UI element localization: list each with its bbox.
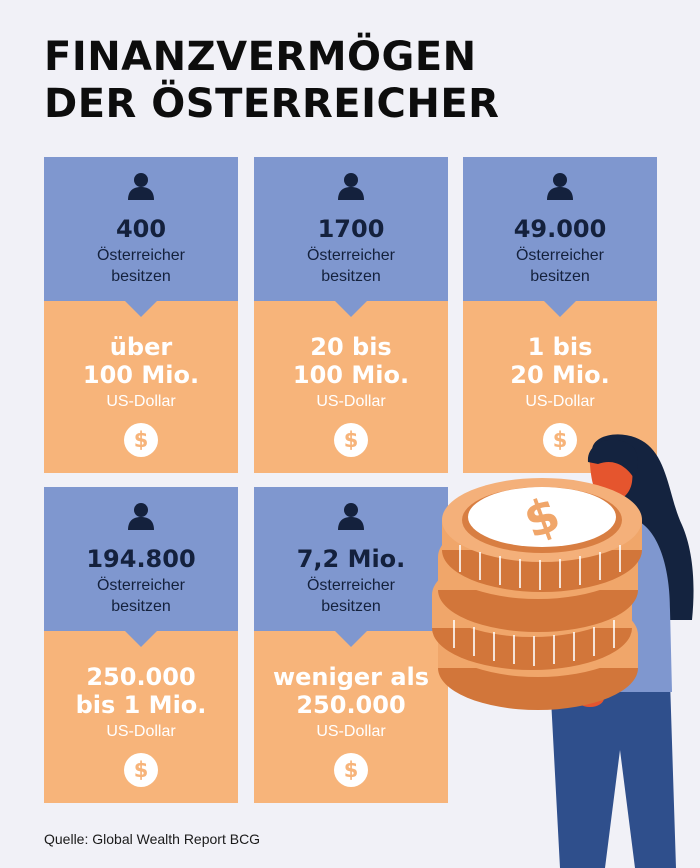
owner-description: Österreicher besitzen <box>44 245 238 287</box>
coin-stack: $ <box>432 478 642 710</box>
card-pointer <box>334 630 368 647</box>
hair-front <box>587 439 638 478</box>
title-line-2: DER ÖSTERREICHER <box>44 81 500 127</box>
amount-line-2: bis 1 Mio. <box>75 691 207 719</box>
card-pointer <box>334 300 368 317</box>
amount-line-2: 250.000 <box>296 691 406 719</box>
amount-line-1: über <box>109 333 173 361</box>
currency-unit: US-Dollar <box>106 723 176 740</box>
owner-verb: besitzen <box>111 598 171 615</box>
wealth-amount: 20 bis 100 Mio. <box>254 333 448 389</box>
amount-line-1: 1 bis <box>527 333 593 361</box>
card-bottom: weniger als 250.000 US-Dollar $ <box>254 631 448 803</box>
card-top: 1700 Österreicher besitzen <box>254 157 448 301</box>
amount-line-1: 250.000 <box>86 663 196 691</box>
owner-count: 400 <box>115 215 167 243</box>
wealth-amount: 250.000 bis 1 Mio. <box>44 663 238 719</box>
owner-description: Österreicher besitzen <box>463 245 657 287</box>
card-top: 194.800 Österreicher besitzen <box>44 487 238 631</box>
amount-line-1: weniger als <box>272 663 430 691</box>
source-note: Quelle: Global Wealth Report BCG <box>44 831 261 847</box>
owner-label: Österreicher <box>306 577 396 594</box>
owner-verb: besitzen <box>321 598 381 615</box>
owner-verb: besitzen <box>321 268 381 285</box>
card-bottom: 20 bis 100 Mio. US-Dollar $ <box>254 301 448 473</box>
person-icon <box>338 503 364 530</box>
card-pointer <box>543 300 577 317</box>
person-icon <box>547 173 573 200</box>
owner-verb: besitzen <box>111 268 171 285</box>
wealth-amount: über 100 Mio. <box>44 333 238 389</box>
trousers <box>550 680 676 868</box>
currency-unit: US-Dollar <box>316 393 386 410</box>
amount-line-2: 100 Mio. <box>292 361 410 389</box>
card-pointer <box>124 300 158 317</box>
amount-line-1: 20 bis <box>310 333 392 361</box>
person-icon <box>338 173 364 200</box>
wealth-card-4: 194.800 Österreicher besitzen 250.000 bi… <box>44 487 238 803</box>
owner-label: Österreicher <box>96 577 186 594</box>
owner-description: Österreicher besitzen <box>44 575 238 617</box>
amount-line-2: 20 Mio. <box>510 361 610 389</box>
amount-line-2: 100 Mio. <box>82 361 200 389</box>
wealth-card-3: 49.000 Österreicher besitzen 1 bis 20 Mi… <box>463 157 657 473</box>
card-bottom: über 100 Mio. US-Dollar $ <box>44 301 238 473</box>
dollar-coin-icon: $ <box>124 753 158 787</box>
currency-unit: US-Dollar <box>106 393 176 410</box>
owner-count: 49.000 <box>513 215 607 243</box>
currency-unit: US-Dollar <box>525 393 595 410</box>
page-title: FINANZVERMÖGEN DER ÖSTERREICHER <box>44 34 499 128</box>
owner-count: 1700 <box>317 215 385 243</box>
owner-count: 194.800 <box>86 545 196 573</box>
owner-verb: besitzen <box>530 268 590 285</box>
wealth-card-5: 7,2 Mio. Österreicher besitzen weniger a… <box>254 487 448 803</box>
woman-with-coins-illustration: $ <box>432 434 694 868</box>
currency-unit: US-Dollar <box>316 723 386 740</box>
card-top: 7,2 Mio. Österreicher besitzen <box>254 487 448 631</box>
owner-description: Österreicher besitzen <box>254 575 448 617</box>
title-line-1: FINANZVERMÖGEN <box>44 34 477 80</box>
owner-description: Österreicher besitzen <box>254 245 448 287</box>
dollar-coin-icon: $ <box>543 423 577 457</box>
dollar-coin-icon: $ <box>124 423 158 457</box>
wealth-amount: weniger als 250.000 <box>254 663 448 719</box>
owner-label: Österreicher <box>96 247 186 264</box>
person-icon <box>128 503 154 530</box>
card-pointer <box>124 630 158 647</box>
card-bottom: 1 bis 20 Mio. US-Dollar $ <box>463 301 657 473</box>
owner-label: Österreicher <box>306 247 396 264</box>
wealth-card-2: 1700 Österreicher besitzen 20 bis 100 Mi… <box>254 157 448 473</box>
wealth-card-1: 400 Österreicher besitzen über 100 Mio. … <box>44 157 238 473</box>
wealth-amount: 1 bis 20 Mio. <box>463 333 657 389</box>
person-icon <box>128 173 154 200</box>
card-top: 400 Österreicher besitzen <box>44 157 238 301</box>
card-bottom: 250.000 bis 1 Mio. US-Dollar $ <box>44 631 238 803</box>
card-top: 49.000 Österreicher besitzen <box>463 157 657 301</box>
dollar-coin-icon: $ <box>334 753 368 787</box>
owner-count: 7,2 Mio. <box>296 545 406 573</box>
dollar-coin-icon: $ <box>334 423 368 457</box>
owner-label: Österreicher <box>515 247 605 264</box>
